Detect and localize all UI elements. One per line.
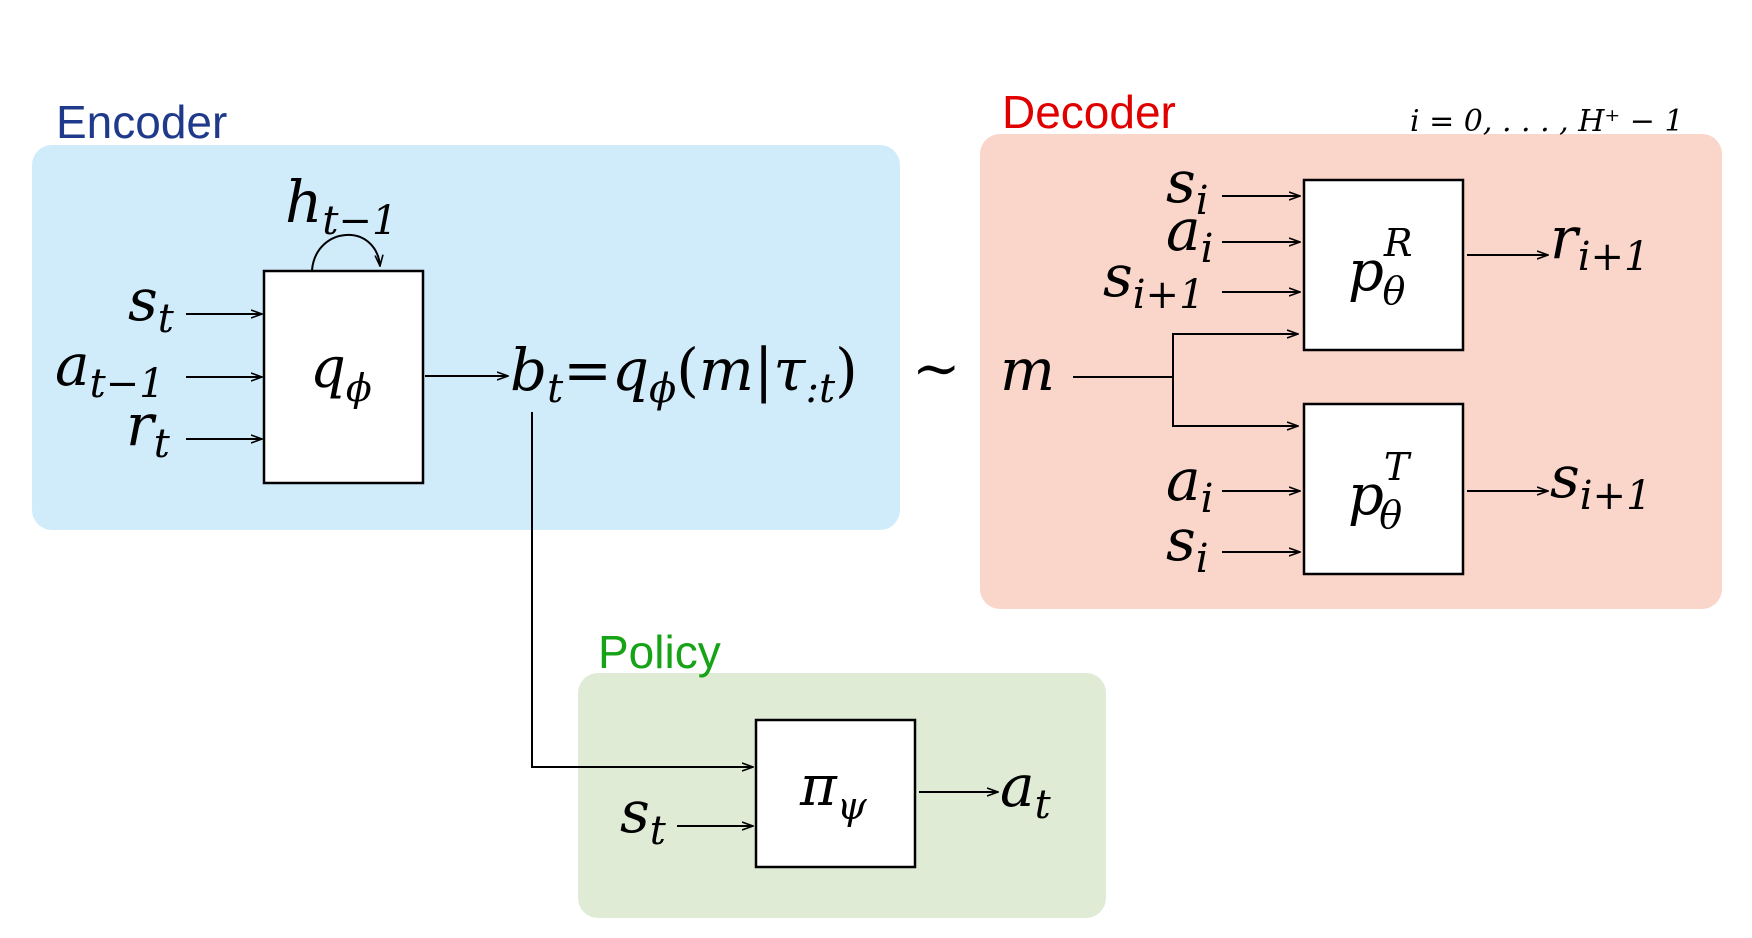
policy-module-box (754, 718, 917, 869)
policy-input-state: st (620, 778, 667, 854)
reward-model-box (1302, 178, 1465, 352)
encoder-input-reward: rt (126, 391, 171, 467)
reward-input-action: ai (1166, 196, 1213, 272)
distributed-as-symbol: ∼ (912, 334, 961, 402)
reward-model-label: pR θ (1348, 221, 1412, 313)
recurrence-loop-arrow (311, 233, 380, 271)
latent-variable: m (1000, 336, 1055, 404)
policy-title: Policy (598, 626, 721, 678)
transition-model-label: pT θ (1348, 445, 1412, 537)
decoder-title: Decoder (1002, 86, 1176, 138)
belief-to-policy-arrow (531, 412, 753, 767)
reward-input-next-state: si+1 (1103, 242, 1205, 318)
transition-model-box (1302, 402, 1465, 576)
encoder-title: Encoder (56, 96, 227, 148)
policy-module-label: πψ (799, 754, 868, 828)
encoder-module-label: qϕ (310, 336, 372, 410)
belief-equation: bt=qϕ(m|τ:t) (510, 336, 858, 412)
decoder-index-range: i = 0, . . . , H⁺ − 1 (1410, 104, 1684, 139)
encoder-module-box (262, 269, 425, 485)
encoder-panel (32, 145, 900, 530)
encoder-input-state: st (128, 266, 175, 342)
reward-input-state: si (1166, 148, 1209, 224)
latent-to-transition-arrow (1172, 377, 1298, 426)
policy-output-action: at (1000, 752, 1052, 828)
transition-input-action: ai (1166, 446, 1213, 522)
hidden-state-label: ht−1 (285, 168, 397, 244)
encoder-input-action: at−1 (55, 331, 165, 407)
transition-input-state: si (1166, 506, 1209, 582)
transition-output: si+1 (1550, 443, 1652, 519)
reward-output: ri+1 (1550, 204, 1650, 280)
